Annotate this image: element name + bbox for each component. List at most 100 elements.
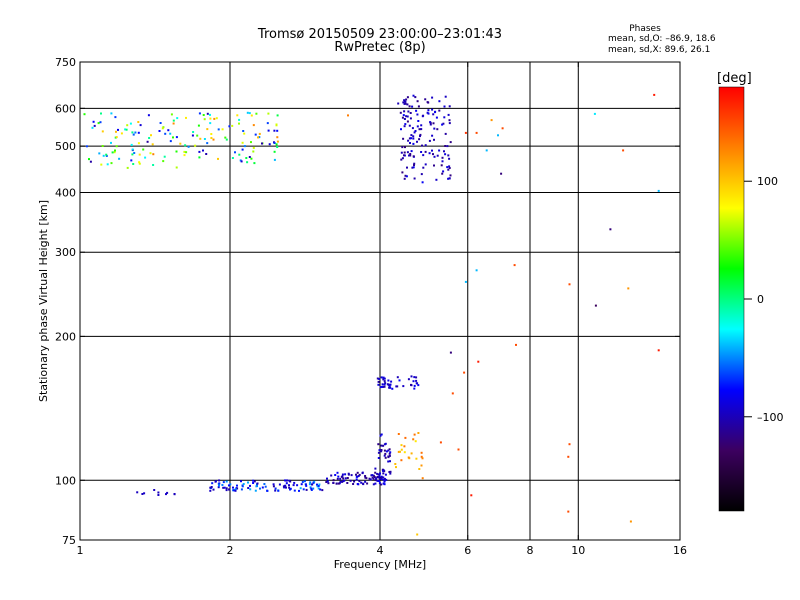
data-point [179, 142, 182, 145]
data-point [401, 116, 404, 119]
x-tick-label: 2 [227, 544, 234, 557]
data-point [442, 170, 445, 173]
data-point [448, 177, 451, 180]
data-point [352, 483, 355, 485]
data-point [151, 143, 154, 146]
data-point [101, 145, 104, 147]
data-point [362, 482, 365, 485]
data-point [231, 157, 234, 159]
data-point [464, 131, 467, 134]
data-point [301, 481, 304, 483]
data-point [132, 133, 135, 136]
data-point [169, 132, 172, 135]
data-point [337, 475, 340, 478]
data-point [211, 482, 214, 485]
data-point [440, 164, 443, 167]
data-point [497, 134, 499, 137]
data-point [594, 304, 597, 307]
data-point [371, 476, 374, 479]
data-point [131, 131, 134, 134]
data-point [317, 487, 320, 490]
data-point [441, 172, 444, 175]
data-point [110, 112, 113, 115]
data-point [390, 380, 393, 383]
data-point [264, 485, 267, 488]
y-tick-label: 500 [55, 140, 76, 153]
data-point [218, 484, 220, 487]
data-point [172, 136, 174, 139]
data-point [400, 444, 403, 447]
data-point [300, 483, 303, 486]
data-point [88, 158, 90, 161]
data-point [435, 116, 438, 119]
data-point [380, 450, 383, 453]
data-point [225, 489, 228, 492]
data-point [421, 477, 424, 480]
data-point [131, 148, 134, 151]
x-tick-label: 1 [77, 544, 84, 557]
data-point [303, 480, 306, 483]
data-point [241, 485, 244, 488]
data-point [272, 485, 275, 488]
data-point [413, 376, 416, 379]
data-point [401, 171, 404, 174]
data-point [382, 476, 385, 479]
data-point [288, 484, 290, 487]
data-point [384, 456, 387, 459]
data-point [414, 440, 417, 443]
data-point [433, 138, 435, 141]
data-point [366, 482, 369, 485]
data-point [175, 136, 178, 139]
data-point [408, 137, 411, 140]
data-point [224, 136, 227, 139]
data-point [339, 480, 342, 483]
data-point [165, 493, 167, 496]
data-point [404, 436, 407, 439]
data-point [344, 477, 347, 480]
data-point [376, 476, 379, 478]
data-point [409, 117, 412, 120]
data-point [431, 149, 433, 152]
data-point [298, 489, 300, 492]
data-point [217, 486, 220, 489]
data-point [126, 166, 129, 169]
data-point [341, 475, 344, 478]
data-point [403, 177, 406, 180]
data-point [447, 154, 450, 157]
data-point [406, 120, 409, 123]
data-point [274, 489, 277, 492]
data-point [428, 152, 431, 155]
data-point [236, 484, 238, 487]
data-point [419, 135, 421, 138]
phases-x-stats: mean, sd,X: 89.6, 26.1 [608, 45, 711, 55]
data-point [439, 441, 442, 444]
data-point [185, 116, 187, 119]
data-point [105, 154, 108, 157]
data-point [209, 122, 212, 125]
data-point [384, 442, 387, 445]
data-point [164, 132, 167, 135]
data-point [106, 163, 109, 166]
data-point [515, 343, 517, 346]
y-tick-label: 200 [55, 330, 76, 343]
data-point [236, 487, 239, 490]
data-point [278, 483, 281, 486]
data-point [378, 449, 381, 452]
data-point [276, 129, 279, 132]
data-point [326, 477, 328, 480]
data-point [413, 433, 416, 436]
data-point [441, 160, 444, 163]
y-axis-label: Stationary phase Virtual Height [km] [37, 200, 50, 402]
data-point [288, 486, 291, 489]
data-point [383, 383, 386, 386]
data-point [240, 480, 242, 483]
data-point [275, 123, 278, 126]
x-tick-label: 16 [673, 544, 687, 557]
data-point [429, 121, 432, 124]
data-point [402, 114, 405, 117]
data-point [130, 159, 133, 162]
data-point [286, 479, 289, 482]
data-point [464, 280, 467, 283]
data-point [206, 112, 209, 115]
data-point [364, 480, 367, 483]
